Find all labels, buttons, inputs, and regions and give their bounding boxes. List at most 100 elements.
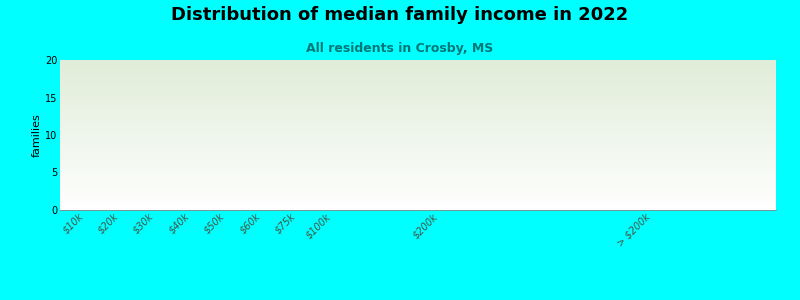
Bar: [60, 64, 776, 66]
Bar: [60, 186, 776, 188]
Bar: [60, 116, 776, 117]
Bar: [60, 148, 776, 150]
Bar: [60, 112, 776, 114]
Bar: [60, 171, 776, 172]
Bar: [60, 124, 776, 126]
Bar: [60, 117, 776, 118]
Text: City-Data.com: City-Data.com: [680, 68, 754, 77]
Bar: [60, 60, 776, 61]
Bar: [60, 162, 776, 164]
Bar: [60, 168, 776, 170]
Bar: [176, 188, 206, 210]
Bar: [60, 66, 776, 68]
Bar: [60, 169, 776, 171]
Bar: [60, 85, 776, 87]
Bar: [60, 208, 776, 210]
Bar: [60, 96, 776, 98]
Bar: [60, 61, 776, 63]
Bar: [60, 120, 776, 122]
Bar: [60, 176, 776, 177]
Bar: [60, 189, 776, 190]
Bar: [60, 72, 776, 74]
Bar: [60, 75, 776, 76]
Y-axis label: families: families: [32, 113, 42, 157]
Bar: [60, 98, 776, 99]
Bar: [60, 78, 776, 80]
Bar: [60, 100, 776, 102]
Bar: [60, 172, 776, 174]
Bar: [60, 70, 776, 72]
Bar: [60, 144, 776, 146]
Bar: [105, 136, 135, 210]
Bar: [60, 192, 776, 194]
Bar: [60, 68, 776, 69]
Bar: [60, 204, 776, 206]
Bar: [60, 200, 776, 201]
Bar: [60, 195, 776, 196]
Bar: [247, 194, 277, 210]
Bar: [60, 182, 776, 183]
Bar: [60, 80, 776, 81]
Bar: [70, 94, 100, 210]
Bar: [60, 201, 776, 202]
Bar: [60, 135, 776, 136]
Bar: [60, 94, 776, 96]
Bar: [70, 94, 100, 210]
Bar: [60, 118, 776, 120]
Bar: [60, 132, 776, 134]
Bar: [211, 202, 242, 210]
Bar: [60, 164, 776, 165]
Bar: [60, 74, 776, 75]
Bar: [60, 138, 776, 140]
Bar: [60, 106, 776, 108]
Bar: [60, 165, 776, 166]
Bar: [60, 128, 776, 129]
Bar: [60, 206, 776, 207]
Bar: [60, 130, 776, 132]
Bar: [60, 178, 776, 180]
Bar: [60, 167, 776, 168]
Bar: [282, 180, 313, 210]
Bar: [60, 88, 776, 90]
Bar: [60, 111, 776, 112]
Bar: [60, 180, 776, 182]
Bar: [563, 195, 741, 210]
Bar: [60, 129, 776, 130]
Bar: [60, 126, 776, 128]
Bar: [60, 122, 776, 123]
Bar: [318, 116, 348, 210]
Bar: [60, 188, 776, 189]
Text: Distribution of median family income in 2022: Distribution of median family income in …: [171, 6, 629, 24]
Bar: [60, 81, 776, 82]
Bar: [318, 116, 348, 210]
Bar: [60, 103, 776, 105]
Bar: [282, 180, 313, 210]
Bar: [60, 184, 776, 186]
Bar: [60, 110, 776, 111]
Text: All residents in Crosby, MS: All residents in Crosby, MS: [306, 42, 494, 55]
Bar: [60, 158, 776, 159]
Bar: [60, 136, 776, 138]
Bar: [60, 152, 776, 153]
Bar: [60, 84, 776, 86]
Bar: [247, 194, 277, 210]
Bar: [60, 198, 776, 200]
Bar: [60, 154, 776, 156]
Bar: [60, 196, 776, 198]
Bar: [60, 105, 776, 106]
Bar: [60, 183, 776, 184]
Bar: [211, 202, 242, 210]
Bar: [60, 159, 776, 160]
Bar: [60, 146, 776, 147]
Bar: [60, 177, 776, 178]
Bar: [176, 188, 206, 210]
Bar: [60, 153, 776, 154]
Bar: [60, 190, 776, 192]
Bar: [60, 114, 776, 116]
Bar: [60, 174, 776, 176]
Bar: [563, 195, 741, 210]
Bar: [60, 194, 776, 195]
Bar: [60, 147, 776, 148]
Bar: [60, 69, 776, 70]
Bar: [60, 141, 776, 142]
